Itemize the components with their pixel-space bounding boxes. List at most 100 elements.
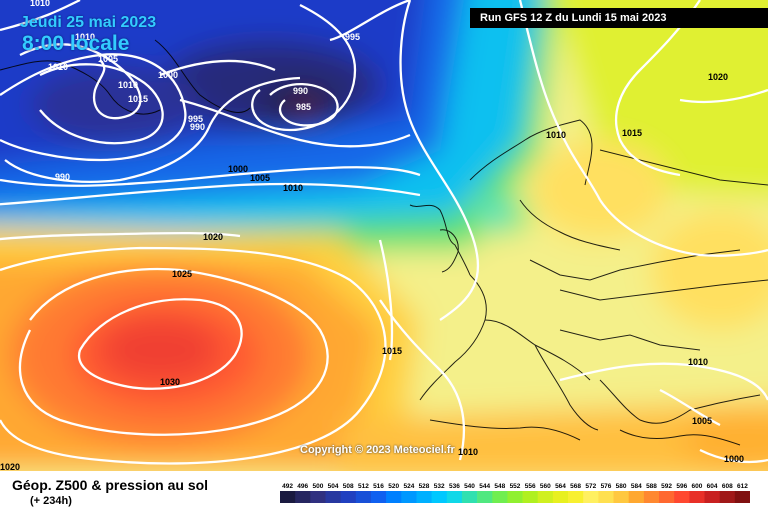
scale-tick-label: 584: [631, 483, 642, 490]
scale-swatch: [325, 491, 341, 503]
scale-swatch: [340, 491, 357, 503]
scale-tick-label: 556: [525, 483, 536, 490]
isobar-label: 990: [55, 172, 70, 182]
scale-swatch: [446, 491, 463, 503]
scale-tick-label: 596: [676, 483, 687, 490]
scale-tick-label: 580: [616, 483, 627, 490]
geopotential-map: 1010 1010 1010 1005 1010 1015 1000 995 9…: [0, 0, 768, 471]
isobar-label: 1000: [158, 70, 178, 80]
scale-tick-label: 612: [737, 483, 748, 490]
forecast-lead-time: (+ 234h): [30, 495, 72, 507]
scale-swatch: [643, 491, 660, 503]
scale-swatch: [719, 491, 736, 503]
scale-tick-label: 496: [297, 483, 308, 490]
scale-swatch: [431, 491, 448, 503]
isobar-labels: 1010 1010 1010 1005 1010 1015 1000 995 9…: [0, 0, 745, 471]
valid-date: Jeudi 25 mai 2023: [20, 14, 157, 31]
isobar-label: 1010: [688, 357, 708, 367]
scale-swatch: [689, 491, 705, 503]
scale-tick-label: 568: [570, 483, 581, 490]
isobar-label: 990: [190, 122, 205, 132]
scale-tick-label: 512: [358, 483, 369, 490]
isobar-label: 1030: [160, 377, 180, 387]
run-banner: Run GFS 12 Z du Lundi 15 mai 2023: [470, 8, 768, 28]
scale-tick-label: 528: [419, 483, 430, 490]
isobar-label: 1000: [228, 164, 248, 174]
scale-tick-label: 576: [601, 483, 612, 490]
scale-swatch: [522, 491, 539, 503]
scale-tick-label: 544: [479, 483, 490, 490]
scale-swatch: [492, 491, 508, 503]
scale-swatch: [401, 491, 417, 503]
scale-tick-label: 592: [661, 483, 672, 490]
scale-tick-label: 600: [691, 483, 702, 490]
isobar-label: 1015: [128, 94, 148, 104]
scale-swatch: [613, 491, 629, 503]
isobar-label: 1015: [382, 346, 402, 356]
isobar-label: 1000: [724, 454, 744, 464]
isobar-label: 990: [293, 86, 308, 96]
scale-swatch: [734, 491, 750, 503]
isobar-label: 1005: [250, 173, 270, 183]
scale-swatch: [659, 491, 675, 503]
scale-tick-label: 564: [555, 483, 566, 490]
scale-tick-label: 536: [449, 483, 460, 490]
scale-tick-label: 608: [722, 483, 733, 490]
scale-swatch: [583, 491, 599, 503]
scale-tick-label: 504: [328, 483, 339, 490]
isobar-label: 1010: [75, 32, 95, 42]
scale-swatch: [416, 491, 432, 503]
scale-tick-label: 524: [403, 483, 414, 490]
isobar-label: 1005: [98, 54, 118, 64]
color-scale: 492 496 500 504 508 512 516 520 524 528 532 536 540 5…: [280, 483, 750, 503]
scale-tick-label: 500: [312, 483, 323, 490]
scale-swatch: [568, 491, 584, 503]
scale-swatch: [355, 491, 372, 503]
scale-tick-label: 508: [343, 483, 354, 490]
scale-tick-label: 560: [540, 483, 551, 490]
scale-swatch: [628, 491, 645, 503]
isobar-label: 1015: [622, 128, 642, 138]
isobar-label: 1020: [0, 462, 20, 471]
scale-tick-label: 588: [646, 483, 657, 490]
isobar-label: 1010: [458, 447, 478, 457]
scale-swatch: [537, 491, 554, 503]
scale-tick-label: 572: [585, 483, 596, 490]
isobar-label: 1020: [708, 72, 728, 82]
scale-tick-label: 548: [494, 483, 505, 490]
scale-tick-label: 604: [707, 483, 718, 490]
scale-swatch: [295, 491, 311, 503]
scale-tick-label: 520: [388, 483, 399, 490]
isobar-label: 1005: [692, 416, 712, 426]
isobar-label: 985: [296, 102, 311, 112]
scale-swatch: [598, 491, 614, 503]
scale-tick-label: 492: [282, 483, 293, 490]
isobars: [0, 0, 768, 463]
scale-swatch: [674, 491, 690, 503]
scale-swatch: [477, 491, 493, 503]
scale-swatch: [310, 491, 326, 503]
scale-swatch: [704, 491, 720, 503]
scale-swatch: [371, 491, 387, 503]
scale-swatch: [461, 491, 478, 503]
isobar-label: 995: [345, 32, 360, 42]
isobar-label: 1010: [546, 130, 566, 140]
scale-swatch: [507, 491, 523, 503]
isobar-label: 1010: [283, 183, 303, 193]
scale-swatch: [552, 491, 569, 503]
isobar-label: 1010: [48, 62, 68, 72]
isobar-label: 1010: [118, 80, 138, 90]
isobar-label: 1010: [30, 0, 50, 8]
scale-swatch: [280, 491, 296, 503]
isobar-label: 1020: [203, 232, 223, 242]
scale-swatch: [386, 491, 402, 503]
z500-color-field: [0, 0, 768, 471]
legend-title: Géop. Z500 & pression au sol: [12, 477, 209, 493]
isobar-label: 1025: [172, 269, 192, 279]
scale-tick-label: 516: [373, 483, 384, 490]
scale-tick-label: 552: [510, 483, 521, 490]
isobar-label: 995: [188, 114, 203, 124]
scale-tick-label: 540: [464, 483, 475, 490]
copyright-notice: Copyright © 2023 Meteociel.fr: [300, 444, 455, 456]
